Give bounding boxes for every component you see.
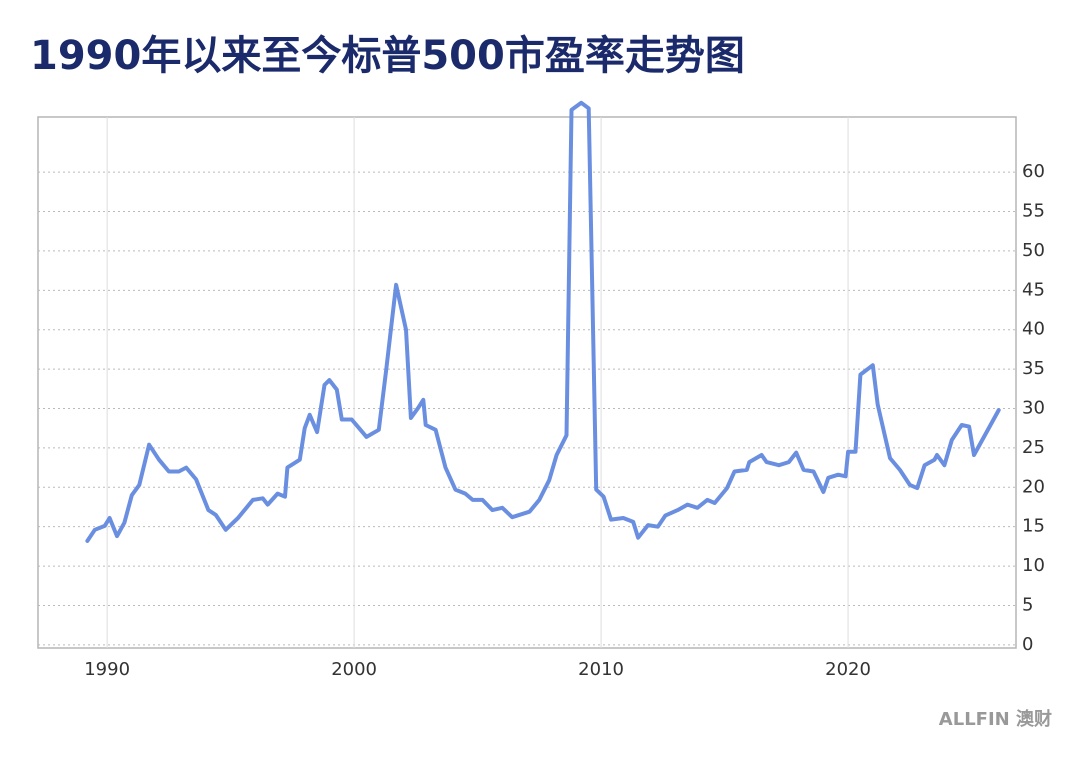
y-tick-label: 30	[1022, 397, 1045, 418]
x-tick-label: 2020	[825, 659, 871, 680]
x-tick-label: 2000	[331, 659, 377, 680]
y-tick-label: 10	[1022, 555, 1045, 576]
y-tick-label: 25	[1022, 437, 1045, 458]
y-tick-label: 45	[1022, 279, 1045, 300]
y-tick-label: 15	[1022, 516, 1045, 537]
x-tick-label: 2010	[578, 659, 624, 680]
brand: ALLFIN 澳财	[939, 708, 1052, 730]
y-tick-label: 50	[1022, 240, 1045, 261]
y-tick-label: 35	[1022, 358, 1045, 379]
x-tick-label: 1990	[84, 659, 130, 680]
y-tick-label: 20	[1022, 476, 1045, 497]
y-tick-label: 5	[1022, 594, 1033, 615]
data-line	[85, 100, 1001, 543]
plot-frame	[37, 116, 1017, 649]
y-tick-label: 55	[1022, 201, 1045, 222]
chart-title: 1990年以来至今标普500市盈率走势图	[30, 33, 745, 79]
y-tick-label: 60	[1022, 161, 1045, 182]
y-tick-label: 40	[1022, 319, 1045, 340]
y-tick-label: 0	[1022, 634, 1033, 655]
